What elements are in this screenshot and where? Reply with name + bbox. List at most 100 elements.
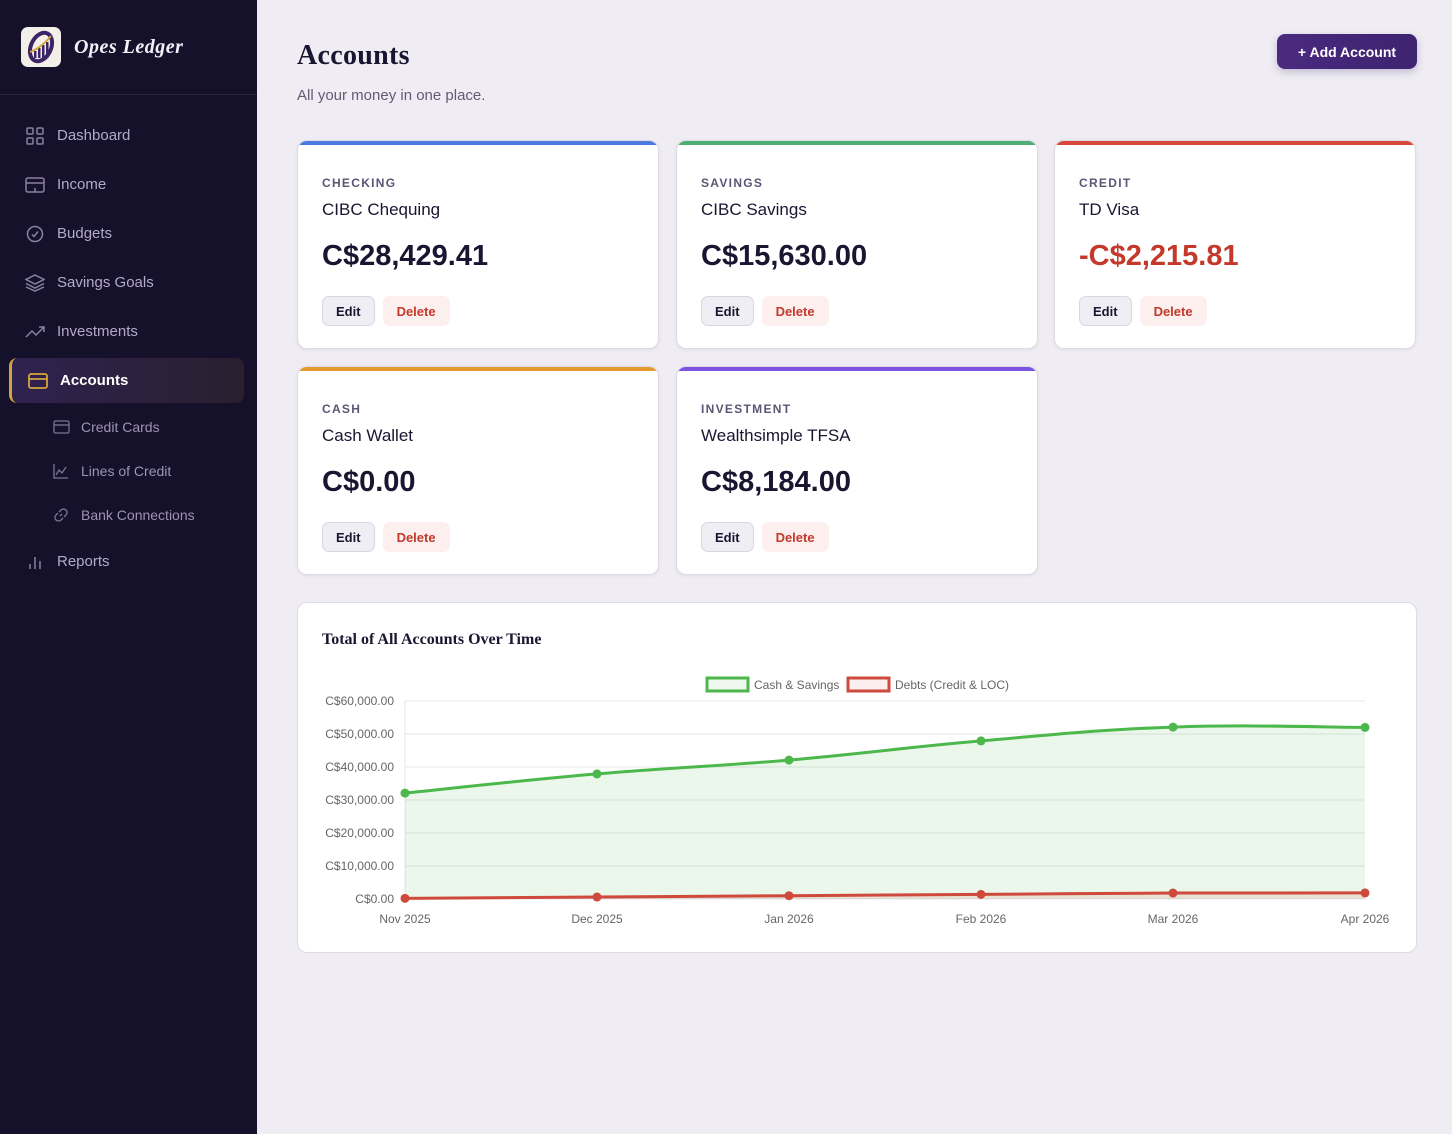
legend-label[interactable]: Debts (Credit & LOC) xyxy=(895,678,1009,692)
link-icon xyxy=(52,506,70,524)
y-tick-label: C$40,000.00 xyxy=(325,760,394,774)
edit-button[interactable]: Edit xyxy=(322,296,375,326)
brand[interactable]: Opes Ledger xyxy=(0,0,257,95)
add-account-button[interactable]: + Add Account xyxy=(1277,34,1417,69)
edit-button[interactable]: Edit xyxy=(701,522,754,552)
chart-logo-icon xyxy=(21,27,61,67)
data-point[interactable] xyxy=(976,736,986,746)
card-accent-bar xyxy=(298,141,658,145)
sidebar-item-label: Savings Goals xyxy=(57,274,154,291)
sidebar-subitem-bank-connections[interactable]: Bank Connections xyxy=(9,495,244,535)
card-accent-bar xyxy=(1055,141,1415,145)
credit-card-icon xyxy=(27,370,49,392)
grid-icon xyxy=(24,125,46,147)
y-tick-label: C$30,000.00 xyxy=(325,793,394,807)
edit-button[interactable]: Edit xyxy=(322,522,375,552)
data-point[interactable] xyxy=(592,892,602,902)
sidebar-subitem-label: Lines of Credit xyxy=(81,463,172,479)
account-name: CIBC Savings xyxy=(701,200,807,219)
data-point[interactable] xyxy=(784,891,794,901)
sidebar-item-dashboard[interactable]: Dashboard xyxy=(9,113,244,158)
layers-icon xyxy=(24,272,46,294)
data-point[interactable] xyxy=(784,755,794,765)
edit-button[interactable]: Edit xyxy=(701,296,754,326)
sidebar-item-label: Accounts xyxy=(60,372,129,389)
sidebar-item-savings-goals[interactable]: Savings Goals xyxy=(9,260,244,305)
delete-button[interactable]: Delete xyxy=(382,296,450,326)
account-card: INVESTMENT Wealthsimple TFSA C$8,184.00 … xyxy=(676,366,1038,575)
data-point[interactable] xyxy=(1168,888,1178,898)
sidebar-item-income[interactable]: Income xyxy=(9,162,244,207)
sidebar-item-label: Income xyxy=(57,176,107,193)
brand-name: Opes Ledger xyxy=(74,35,184,58)
legend-swatch[interactable] xyxy=(846,676,891,693)
delete-button[interactable]: Delete xyxy=(382,522,450,552)
y-tick-label: C$60,000.00 xyxy=(325,694,394,708)
account-balance: C$15,630.00 xyxy=(701,240,868,272)
account-card: CHECKING CIBC Chequing C$28,429.41 Edit … xyxy=(297,140,659,349)
account-balance: C$8,184.00 xyxy=(701,466,851,498)
card-accent-bar xyxy=(677,141,1037,145)
card-actions: Edit Delete xyxy=(322,296,450,326)
card-actions: Edit Delete xyxy=(1079,296,1207,326)
x-tick-label: Feb 2026 xyxy=(956,912,1007,926)
sidebar-item-investments[interactable]: Investments xyxy=(9,309,244,354)
legend-swatch[interactable] xyxy=(705,676,750,693)
data-point[interactable] xyxy=(1360,888,1370,898)
sidebar-item-reports[interactable]: Reports xyxy=(9,539,244,584)
bar-chart-icon xyxy=(24,551,46,573)
data-point[interactable] xyxy=(400,893,410,903)
data-point[interactable] xyxy=(1168,722,1178,732)
card-actions: Edit Delete xyxy=(701,522,829,552)
sidebar-item-label: Budgets xyxy=(57,225,113,242)
x-tick-label: Dec 2025 xyxy=(571,912,623,926)
sidebar-subitem-credit-cards[interactable]: Credit Cards xyxy=(9,407,244,447)
trending-up-icon xyxy=(24,321,46,343)
delete-button[interactable]: Delete xyxy=(761,296,829,326)
card-actions: Edit Delete xyxy=(322,522,450,552)
account-balance: C$0.00 xyxy=(322,466,416,498)
account-card: CASH Cash Wallet C$0.00 Edit Delete xyxy=(297,366,659,575)
series-line xyxy=(404,724,1366,795)
account-type: CASH xyxy=(322,402,362,416)
data-point[interactable] xyxy=(976,889,986,899)
account-card: SAVINGS CIBC Savings C$15,630.00 Edit De… xyxy=(676,140,1038,349)
sidebar-item-accounts[interactable]: Accounts xyxy=(9,358,244,403)
account-name: Wealthsimple TFSA xyxy=(701,426,851,445)
card-accent-bar xyxy=(677,367,1037,371)
credit-card-icon xyxy=(52,418,70,436)
accounts-chart-card: Total of All Accounts Over Time C$0.00 C$… xyxy=(297,602,1417,953)
delete-button[interactable]: Delete xyxy=(1139,296,1207,326)
edit-button[interactable]: Edit xyxy=(1079,296,1132,326)
account-card: CREDIT TD Visa -C$2,215.81 Edit Delete xyxy=(1054,140,1416,349)
y-tick-label: C$20,000.00 xyxy=(325,826,394,840)
sidebar: Opes Ledger Dashboard Income Budgets Sav… xyxy=(0,0,257,1134)
check-circle-icon xyxy=(24,223,46,245)
x-tick-label: Mar 2026 xyxy=(1148,912,1199,926)
x-tick-label: Nov 2025 xyxy=(379,912,431,926)
sidebar-item-label: Reports xyxy=(57,553,110,570)
data-point[interactable] xyxy=(400,788,410,798)
data-point[interactable] xyxy=(592,769,602,779)
account-type: SAVINGS xyxy=(701,176,764,190)
line-chart[interactable]: C$0.00 C$10,000.00 C$20,000.00 C$30,000.00 C… xyxy=(298,603,1418,954)
sidebar-subitem-label: Credit Cards xyxy=(81,419,160,435)
x-tick-label: Apr 2026 xyxy=(1341,912,1390,926)
y-tick-label: C$50,000.00 xyxy=(325,727,394,741)
account-name: Cash Wallet xyxy=(322,426,414,445)
sidebar-subitem-label: Bank Connections xyxy=(81,507,195,523)
sidebar-subitem-lines-of-credit[interactable]: Lines of Credit xyxy=(9,451,244,491)
data-point[interactable] xyxy=(1360,722,1370,732)
sidebar-item-budgets[interactable]: Budgets xyxy=(9,211,244,256)
wallet-icon xyxy=(24,174,46,196)
account-balance: C$28,429.41 xyxy=(322,240,489,272)
line-chart-icon xyxy=(52,462,70,480)
delete-button[interactable]: Delete xyxy=(761,522,829,552)
card-accent-bar xyxy=(298,367,658,371)
legend-label[interactable]: Cash & Savings xyxy=(754,678,839,692)
series-line xyxy=(404,891,1366,900)
page-subtitle: All your money in one place. xyxy=(297,87,486,104)
account-type: INVESTMENT xyxy=(701,402,792,416)
sidebar-item-label: Dashboard xyxy=(57,127,131,144)
account-type: CHECKING xyxy=(322,176,397,190)
